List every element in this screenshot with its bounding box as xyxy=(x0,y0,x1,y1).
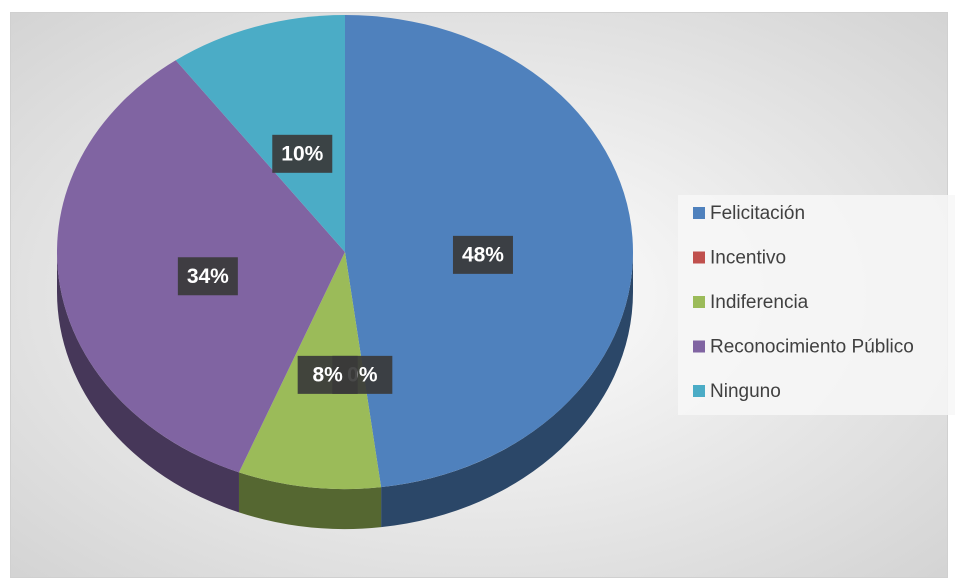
legend-label: Incentivo xyxy=(710,248,786,269)
legend-label: Felicitación xyxy=(710,203,805,224)
data-label-box xyxy=(272,134,333,173)
pie-side xyxy=(238,472,382,529)
legend-label: Reconocimiento Público xyxy=(710,337,914,358)
legend-swatch xyxy=(693,385,705,397)
pie-side xyxy=(56,252,239,513)
pie-slices xyxy=(56,15,634,489)
legend-swatch xyxy=(693,296,705,308)
legend-swatch xyxy=(693,340,705,353)
data-label: 34% xyxy=(187,265,229,288)
data-label: 48% xyxy=(462,243,504,266)
legend-label: Ninguno xyxy=(710,381,781,402)
data-label-box xyxy=(297,355,358,394)
data-label-box xyxy=(177,257,238,296)
pie-sides xyxy=(56,252,633,529)
data-label: 8% xyxy=(312,363,343,386)
legend-swatch xyxy=(693,207,705,219)
legend: Felicitación Incentivo Indiferencia Reconoc… xyxy=(693,203,914,402)
legend-swatch xyxy=(693,251,705,264)
legend-box xyxy=(678,195,955,415)
data-label: 10% xyxy=(281,142,323,165)
legend-label: Indiferencia xyxy=(710,292,809,313)
pie-side xyxy=(381,252,633,528)
data-labels: 48%0%8%34%10% xyxy=(177,134,513,394)
pie-slice xyxy=(175,15,345,252)
data-label-box xyxy=(452,235,513,274)
